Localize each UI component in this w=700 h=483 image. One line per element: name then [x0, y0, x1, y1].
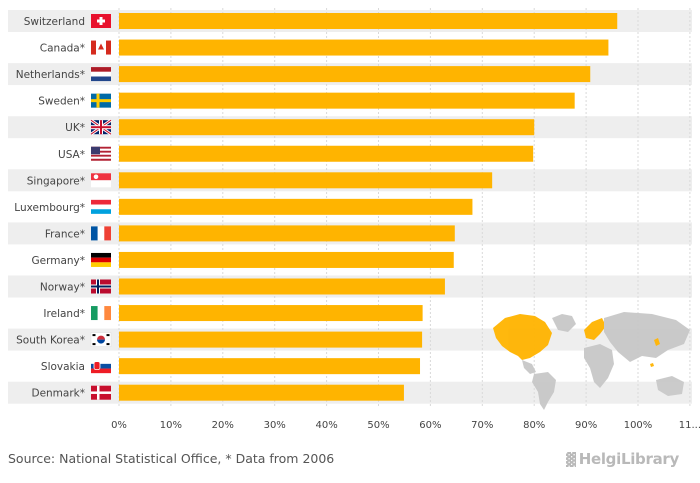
bar [119, 66, 591, 83]
map-greenland [552, 314, 576, 332]
map-asia [604, 312, 690, 362]
map-africa [584, 344, 614, 388]
x-tick-label: 40% [315, 420, 337, 431]
germany-flag-icon [91, 252, 111, 267]
x-tick-label: 20% [212, 420, 234, 431]
uk-flag-icon [90, 118, 112, 136]
bar [119, 39, 609, 56]
x-tick-label: 0% [111, 420, 127, 431]
bar [119, 251, 454, 268]
map-europe [584, 318, 606, 340]
bar [119, 384, 404, 401]
country-label: Norway* [40, 282, 85, 294]
country-label: South Korea* [16, 335, 85, 347]
ireland-flag-icon [91, 306, 111, 321]
country-label: Switzerland [24, 16, 85, 28]
luxembourg-flag-icon [91, 199, 111, 214]
x-tick-label: 60% [419, 420, 441, 431]
map-australia [656, 376, 684, 396]
map-north-america [493, 314, 552, 360]
logo-text: HelgiLibrary [578, 450, 680, 468]
country-label: Netherlands* [16, 69, 85, 81]
bar [119, 358, 421, 375]
bar [119, 225, 455, 242]
country-label: UK* [65, 122, 85, 134]
usa-flag-icon [91, 146, 111, 161]
x-tick-label: 90% [575, 420, 597, 431]
helgilibrary-logo[interactable]: ▓ HelgiLibrary [566, 450, 679, 468]
country-label: Canada* [40, 43, 85, 55]
bar [119, 92, 575, 109]
bar [119, 278, 445, 295]
norway-flag-icon [91, 279, 111, 294]
world-map-icon [493, 312, 690, 410]
country-label: Sweden* [38, 96, 85, 108]
country-label: Slovakia [41, 361, 85, 373]
x-tick-label: 80% [523, 420, 545, 431]
x-tick-label: 50% [367, 420, 389, 431]
x-tick-label: 11... [679, 420, 700, 431]
bar [119, 198, 473, 215]
bar [119, 172, 493, 189]
bar [119, 145, 534, 162]
denmark-flag-icon [91, 385, 111, 400]
slovakia-flag-icon [91, 359, 111, 374]
library-icon: ▓ [566, 453, 576, 468]
france-flag-icon [91, 226, 111, 241]
map-south-america [532, 372, 556, 410]
south-korea-flag-icon [90, 332, 112, 347]
country-label: Luxembourg* [14, 202, 85, 214]
bar [119, 13, 618, 29]
netherlands-flag-icon [91, 67, 111, 82]
canada-flag-icon [91, 40, 111, 55]
bar [119, 331, 423, 348]
singapore-flag-icon [91, 173, 111, 188]
bar-chart: Switzerland Canada* Netherlands* Sweden* UK*… [8, 8, 700, 431]
map-singapore [650, 363, 654, 367]
country-label: Singapore* [27, 175, 85, 187]
switzerland-flag-icon [91, 14, 111, 28]
x-tick-label: 30% [264, 420, 286, 431]
map-korea [654, 338, 660, 346]
country-label: Ireland* [43, 308, 85, 320]
country-label: Denmark* [31, 388, 85, 400]
bar [119, 305, 423, 322]
bar [119, 119, 535, 136]
sweden-flag-icon [91, 93, 111, 108]
map-central-america [522, 360, 536, 374]
x-tick-label: 10% [160, 420, 182, 431]
country-label: France* [45, 228, 85, 240]
x-tick-label: 70% [471, 420, 493, 431]
x-tick-label: 100% [624, 420, 653, 431]
country-label: Germany* [31, 255, 85, 267]
source-note: Source: National Statistical Office, * D… [8, 451, 335, 466]
country-label: USA* [58, 149, 85, 161]
